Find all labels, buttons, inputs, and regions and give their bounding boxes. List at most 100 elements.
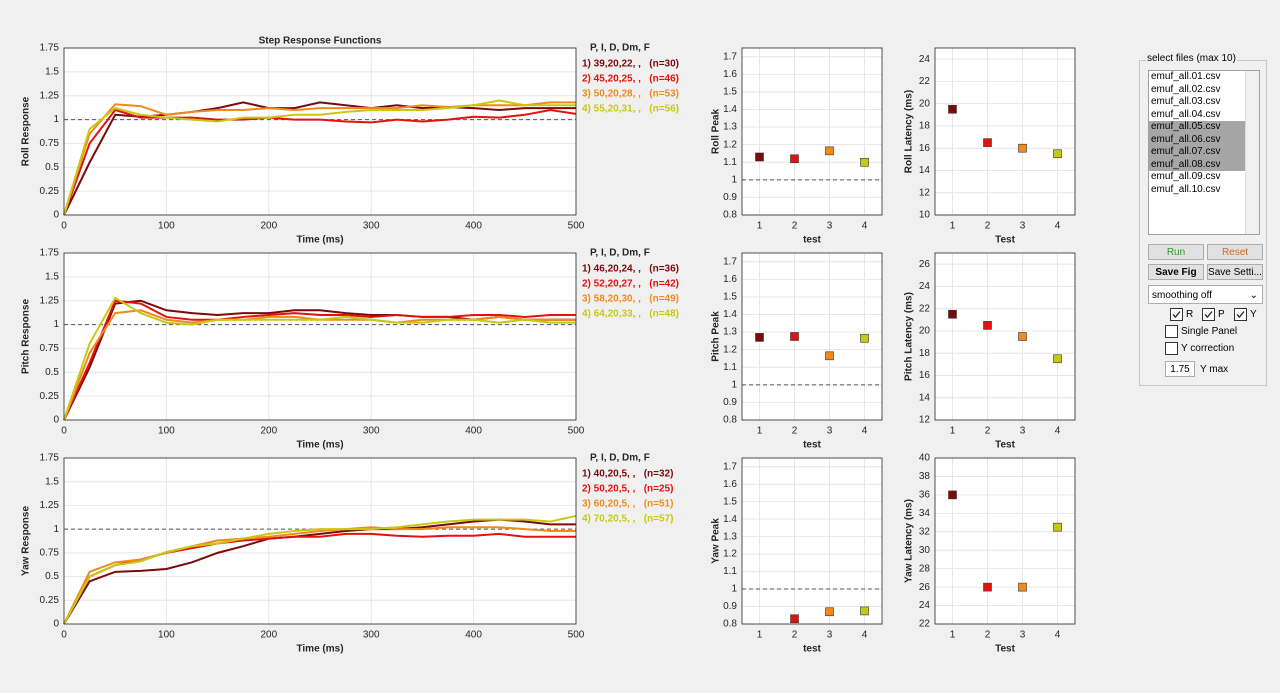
point — [1018, 582, 1027, 592]
y-tick-label: 24 — [919, 54, 931, 65]
checkbox[interactable]: P — [1202, 308, 1225, 321]
axes-box — [63, 252, 577, 421]
check-mark — [1172, 311, 1181, 318]
x-tick-label: 100 — [158, 426, 175, 437]
file-item[interactable]: emuf_all.02.csv — [1151, 83, 1221, 95]
y-tick-label: 10 — [919, 210, 931, 221]
point — [983, 582, 992, 592]
x-tick-label: 1 — [950, 630, 956, 641]
y-tick-label: 32 — [919, 526, 931, 537]
x-axis-label: test — [803, 644, 821, 655]
y-tick-label: 36 — [919, 490, 931, 501]
plot-area — [935, 48, 1075, 215]
y-tick-label: 1.5 — [723, 292, 737, 303]
y-tick-label: 30 — [919, 545, 931, 556]
x-axis-label: Test — [995, 235, 1015, 246]
x-tick-label: 400 — [465, 426, 482, 437]
file-item[interactable]: emuf_all.10.csv — [1151, 183, 1221, 195]
reset-button[interactable]: Reset — [1207, 244, 1263, 260]
y-tick-label: 1.7 — [723, 461, 737, 472]
y-tick-label: 1.7 — [723, 256, 737, 267]
x-tick-label: 2 — [792, 630, 798, 641]
checkbox-label: R — [1186, 309, 1194, 320]
axes-box — [934, 252, 1076, 421]
y-tick-label: 1.3 — [723, 122, 737, 133]
y-tick-label: 0.8 — [723, 619, 737, 630]
point — [825, 146, 834, 156]
save-fig-button[interactable]: Save Fig — [1148, 264, 1204, 280]
y-axis-label: Pitch Latency (ms) — [904, 292, 915, 381]
check-mark — [1204, 311, 1213, 318]
x-tick-label: 2 — [985, 221, 991, 232]
run-button[interactable]: Run — [1148, 244, 1204, 260]
y-tick-label: 1.1 — [723, 362, 737, 373]
plot-area — [64, 48, 576, 215]
y-axis-label: Yaw Response — [21, 506, 32, 576]
x-tick-label: 100 — [158, 630, 175, 641]
y-tick-label: 1 — [53, 114, 59, 125]
plot-area — [742, 48, 882, 215]
y-axis-label: Pitch Peak — [711, 311, 722, 362]
y-tick-label: 1.3 — [723, 327, 737, 338]
file-item[interactable]: emuf_all.09.csv — [1151, 171, 1221, 182]
y-tick-label: 1.5 — [723, 496, 737, 507]
y-tick-label: 14 — [919, 392, 931, 403]
checkbox[interactable]: R — [1170, 308, 1193, 321]
x-tick-label: 300 — [363, 630, 380, 641]
x-tick-label: 3 — [827, 221, 833, 232]
x-tick-label: 500 — [568, 426, 585, 437]
save-settings-button[interactable]: Save Setti... — [1207, 264, 1263, 280]
scrollbar[interactable] — [1245, 71, 1259, 234]
y-tick-label: 0.8 — [723, 210, 737, 221]
y-tick-label: 24 — [919, 600, 931, 611]
file-item[interactable]: emuf_all.08.csv — [1149, 158, 1247, 171]
file-item[interactable]: emuf_all.04.csv — [1151, 108, 1221, 120]
checkbox[interactable]: Single Panel — [1165, 325, 1237, 338]
y-tick-label: 0 — [53, 619, 59, 630]
y-tick-label: 22 — [919, 303, 931, 314]
y-tick-label: 1.25 — [40, 295, 60, 306]
checkbox[interactable]: Y correction — [1165, 342, 1234, 355]
file-item[interactable]: emuf_all.07.csv — [1149, 146, 1247, 159]
checkbox-label: Y correction — [1181, 343, 1235, 354]
smoothing-dropdown[interactable]: smoothing off ⌄ — [1148, 285, 1263, 304]
file-item[interactable]: emuf_all.05.csv — [1149, 121, 1247, 134]
y-tick-label: 0.75 — [40, 547, 60, 558]
x-tick-label: 300 — [363, 221, 380, 232]
y-tick-label: 22 — [919, 619, 931, 630]
axes-box — [741, 47, 883, 216]
x-tick-label: 500 — [568, 630, 585, 641]
file-item[interactable]: emuf_all.01.csv — [1151, 71, 1221, 82]
x-tick-label: 2 — [792, 221, 798, 232]
y-tick-label: 14 — [919, 165, 931, 176]
y-tick-label: 1.75 — [40, 43, 60, 54]
y-tick-label: 0.25 — [40, 595, 60, 606]
y-tick-label: 28 — [919, 563, 931, 574]
file-item[interactable]: emuf_all.06.csv — [1149, 133, 1247, 146]
x-tick-label: 200 — [260, 221, 277, 232]
file-list[interactable]: emuf_all.01.csv emuf_all.02.csv emuf_all.0… — [1148, 70, 1260, 235]
point — [948, 309, 957, 319]
x-axis-label: Time (ms) — [296, 235, 343, 246]
panel-title: select files (max 10) — [1146, 53, 1237, 64]
checkbox[interactable]: Y — [1234, 308, 1257, 321]
y-tick-label: 0.9 — [723, 192, 737, 203]
y-axis-label: Pitch Response — [21, 299, 32, 374]
y-tick-label: 1.2 — [723, 344, 737, 355]
y-tick-label: 1.6 — [723, 274, 737, 285]
point — [790, 154, 799, 164]
x-tick-label: 3 — [1020, 630, 1026, 641]
y-tick-label: 24 — [919, 281, 931, 292]
y-axis-label: Yaw Peak — [711, 518, 722, 564]
ymax-input[interactable]: 1.75 — [1165, 361, 1195, 377]
point — [755, 152, 764, 162]
y-tick-label: 18 — [919, 121, 931, 132]
plot-area — [935, 253, 1075, 420]
series-line — [63, 99, 576, 216]
legend-entry: 3) 60,20,5, , (n=51) — [582, 499, 673, 510]
x-tick-label: 3 — [1020, 221, 1026, 232]
ymax-label: Y max — [1200, 364, 1229, 375]
x-tick-label: 3 — [1020, 426, 1026, 437]
legend-entry: 1) 46,20,24, , (n=36) — [582, 264, 679, 275]
file-item[interactable]: emuf_all.03.csv — [1151, 96, 1221, 107]
